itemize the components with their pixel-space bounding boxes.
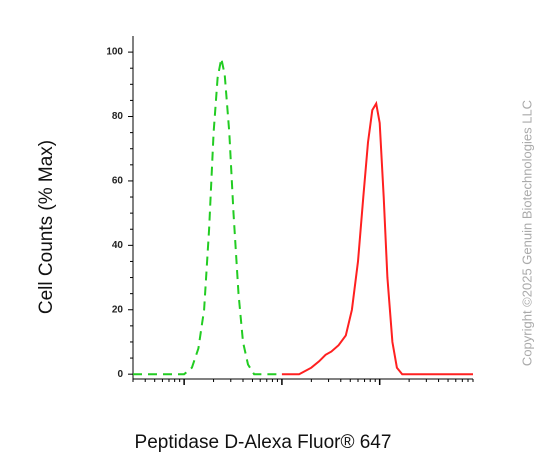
y-tick-label: 20 xyxy=(112,304,124,315)
y-tick-label: 40 xyxy=(112,240,124,251)
y-tick-label: 0 xyxy=(117,369,123,380)
x-axis-label: Peptidase D-Alexa Fluor® 647 xyxy=(135,432,392,453)
series-line xyxy=(281,100,473,376)
series-line xyxy=(133,58,282,376)
watermark: Copyright ©2025 Genuin Biotechnologies L… xyxy=(519,100,534,366)
y-axis-label: Cell Counts (% Max) xyxy=(36,140,57,314)
y-tick-label: 80 xyxy=(112,111,124,122)
y-tick-label: 100 xyxy=(106,47,123,58)
y-tick-label: 60 xyxy=(112,176,124,187)
